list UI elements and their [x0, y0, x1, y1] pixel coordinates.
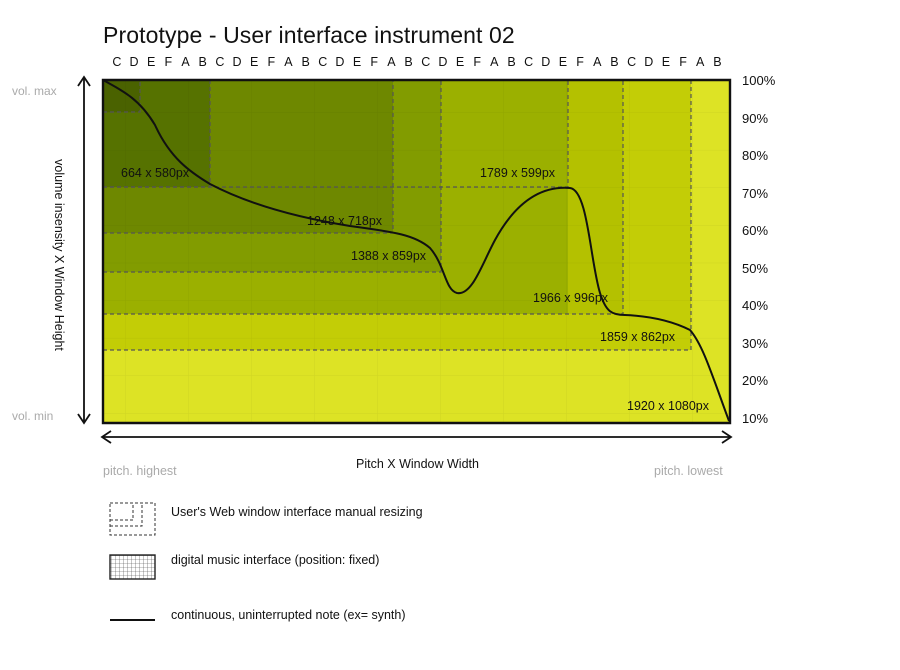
- percent-label: 30%: [742, 335, 769, 351]
- grid-interface-icon: [109, 554, 156, 580]
- note-letter: C: [627, 55, 637, 69]
- note-letter: F: [473, 55, 482, 69]
- note-letter: E: [558, 55, 568, 69]
- note-letter: F: [164, 55, 173, 69]
- percent-label: 90%: [742, 110, 769, 126]
- pitch-highest-label: pitch. highest: [103, 464, 177, 478]
- percent-label: 50%: [742, 260, 769, 276]
- note-letter: C: [524, 55, 534, 69]
- x-axis-title: Pitch X Window Width: [356, 457, 479, 471]
- note-letter: B: [198, 55, 208, 69]
- note-letter: F: [267, 55, 276, 69]
- vol-min-label: vol. min: [12, 409, 54, 423]
- window-label-664x580: 664 x 580px: [121, 166, 190, 180]
- note-letter: E: [352, 55, 362, 69]
- percent-label: 20%: [742, 373, 769, 389]
- continuous-note-curve: [102, 79, 730, 422]
- x-axis-arrow: [100, 430, 733, 444]
- y-axis-title: volume insensity X Window Height: [52, 159, 66, 351]
- note-letter: A: [181, 55, 190, 69]
- note-letter: B: [507, 55, 516, 69]
- percent-label: 10%: [742, 411, 769, 426]
- y-axis-arrow: [77, 75, 91, 425]
- legend-text-fixed-interface: digital music interface (position: fixed…: [171, 553, 380, 567]
- note-letter: B: [404, 55, 413, 69]
- dashed-outline-1859x862: [103, 80, 692, 351]
- note-letter: B: [301, 55, 310, 69]
- note-letter: D: [438, 55, 448, 69]
- note-letter: D: [232, 55, 242, 69]
- window-label-1388x859: 1388 x 859px: [351, 249, 427, 263]
- note-letter: A: [490, 55, 499, 69]
- note-letter: A: [284, 55, 293, 69]
- legend-text-continuous-note: continuous, uninterrupted note (ex= synt…: [171, 608, 406, 622]
- percent-label: 80%: [742, 148, 769, 164]
- window-label-1248x718: 1248 x 718px: [307, 214, 383, 228]
- note-letter: E: [147, 55, 156, 69]
- legend-text-resizing: User's Web window interface manual resiz…: [171, 505, 423, 519]
- note-letter: B: [713, 55, 722, 69]
- note-letter: C: [112, 55, 122, 69]
- dashed-outline-1388x859: [103, 80, 442, 273]
- note-letter: C: [215, 55, 225, 69]
- dashed-window-icon: [109, 502, 156, 536]
- percent-label: 100%: [742, 73, 776, 88]
- percent-label: 40%: [742, 298, 769, 314]
- percent-label: 70%: [742, 185, 769, 201]
- note-letter: D: [541, 55, 551, 69]
- dashed-outline-top: [103, 80, 141, 113]
- interface-grid-overlay: [103, 80, 730, 423]
- note-letter: A: [696, 55, 705, 69]
- dashed-outline-664x580: [103, 80, 211, 188]
- note-letter: D: [129, 55, 139, 69]
- note-letter: E: [661, 55, 671, 69]
- window-label-1920x1080: 1920 x 1080px: [627, 399, 710, 413]
- percent-label: 60%: [742, 223, 769, 239]
- note-letter: F: [576, 55, 585, 69]
- window-label-1966x996: 1966 x 996px: [533, 291, 609, 305]
- note-letter: F: [679, 55, 688, 69]
- vol-max-label: vol. max: [12, 84, 57, 98]
- window-label-1859x862: 1859 x 862px: [600, 330, 676, 344]
- window-label-1789x599: 1789 x 599px: [480, 166, 556, 180]
- note-letter: F: [370, 55, 379, 69]
- note-letter: B: [610, 55, 619, 69]
- note-letter: D: [335, 55, 345, 69]
- note-letter: D: [644, 55, 654, 69]
- page-title: Prototype - User interface instrument 02: [103, 22, 515, 48]
- note-letter: E: [249, 55, 259, 69]
- note-letter: A: [593, 55, 602, 69]
- note-letter: A: [387, 55, 396, 69]
- plot-frame: [101, 78, 732, 425]
- note-letter: C: [421, 55, 431, 69]
- note-letter: E: [455, 55, 465, 69]
- pitch-lowest-label: pitch. lowest: [654, 464, 723, 478]
- note-letter: C: [318, 55, 328, 69]
